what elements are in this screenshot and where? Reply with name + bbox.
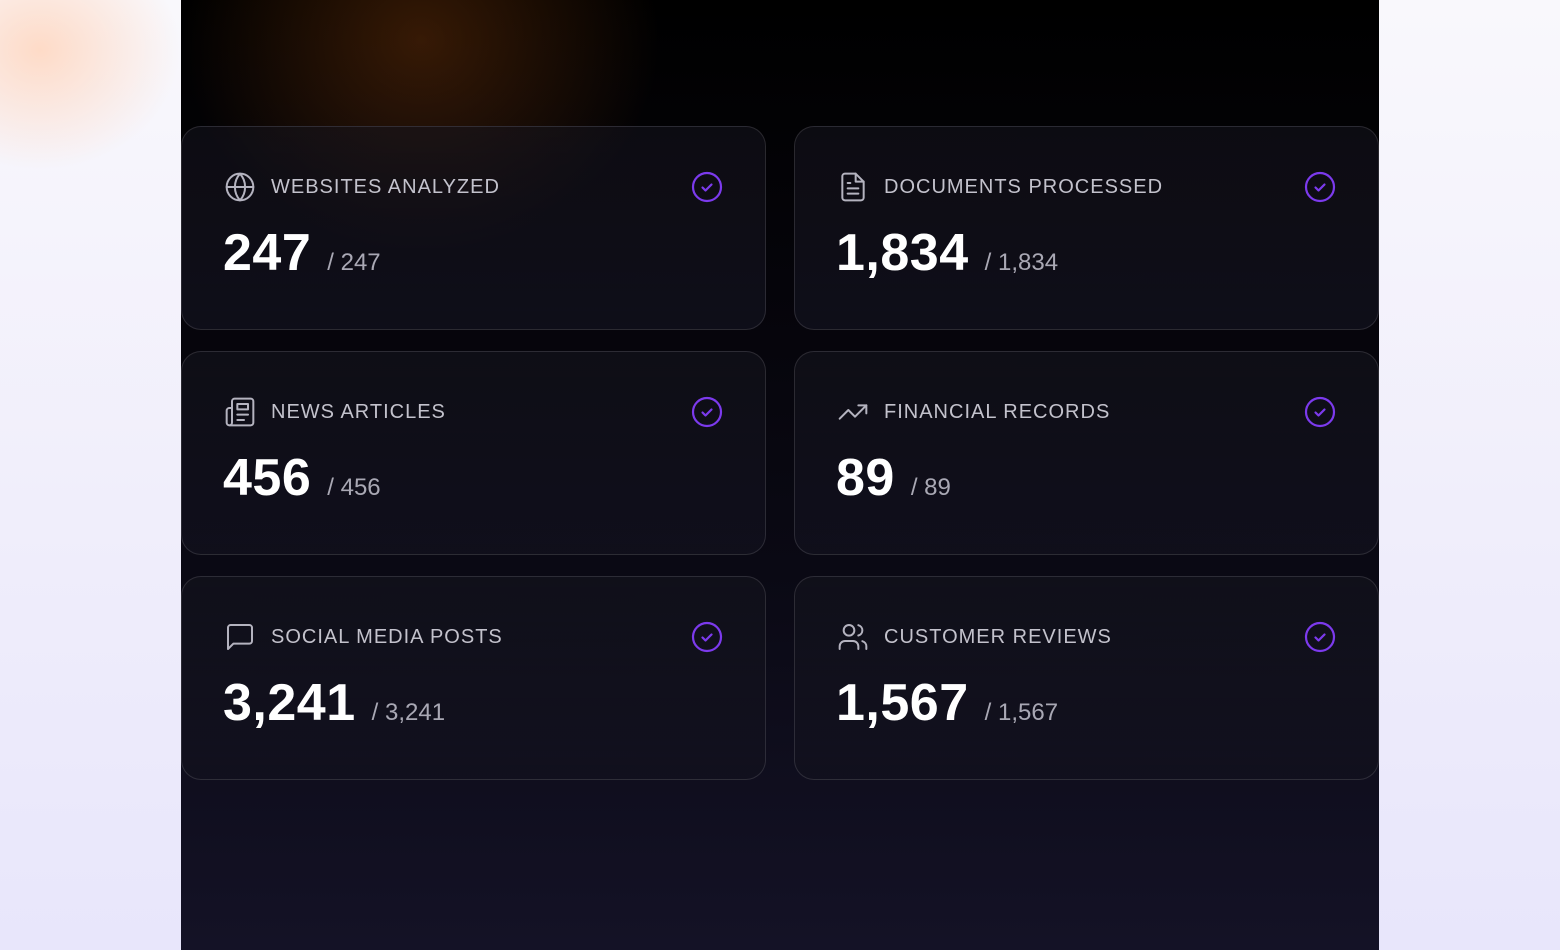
trending-up-icon bbox=[837, 396, 869, 428]
check-circle-icon bbox=[691, 396, 723, 428]
globe-icon bbox=[224, 171, 256, 203]
processed-count: 89 bbox=[836, 449, 895, 507]
documents-processed-card: DOCUMENTS PROCESSED 1,834 / 1,834 bbox=[794, 126, 1379, 330]
total-count: / 456 bbox=[327, 474, 381, 501]
chat-bubble-icon bbox=[224, 621, 256, 653]
processed-count: 1,567 bbox=[836, 674, 969, 732]
card-label: CUSTOMER REVIEWS bbox=[884, 626, 1112, 648]
processed-count: 247 bbox=[223, 224, 312, 282]
websites-analyzed-card: WEBSITES ANALYZED 247 / 247 bbox=[181, 126, 766, 330]
total-count: / 89 bbox=[910, 474, 951, 501]
newspaper-icon bbox=[224, 396, 256, 428]
social-media-posts-card: SOCIAL MEDIA POSTS 3,241 / 3,241 bbox=[181, 576, 766, 780]
processed-count: 456 bbox=[223, 449, 312, 507]
card-label: FINANCIAL RECORDS bbox=[884, 401, 1111, 423]
check-circle-icon bbox=[1304, 171, 1336, 203]
check-circle-icon bbox=[691, 621, 723, 653]
total-count: / 247 bbox=[327, 249, 381, 276]
total-count: / 1,834 bbox=[984, 249, 1059, 276]
card-label: DOCUMENTS PROCESSED bbox=[884, 176, 1164, 198]
card-value-row: 247 / 247 bbox=[223, 223, 381, 283]
news-articles-card: NEWS ARTICLES 456 / 456 bbox=[181, 351, 766, 555]
total-count: / 1,567 bbox=[984, 699, 1059, 726]
customer-reviews-card: CUSTOMER REVIEWS 1,567 / 1,567 bbox=[794, 576, 1379, 780]
processed-count: 3,241 bbox=[223, 674, 356, 732]
card-label: NEWS ARTICLES bbox=[271, 401, 446, 423]
data-sources-panel: WEBSITES ANALYZED 247 / 247 DOCUMENTS PR… bbox=[181, 0, 1379, 950]
users-icon bbox=[837, 621, 869, 653]
card-value-row: 3,241 / 3,241 bbox=[223, 673, 445, 733]
check-circle-icon bbox=[691, 171, 723, 203]
card-label: SOCIAL MEDIA POSTS bbox=[271, 626, 503, 648]
document-icon bbox=[837, 171, 869, 203]
card-value-row: 89 / 89 bbox=[836, 448, 951, 508]
card-value-row: 1,834 / 1,834 bbox=[836, 223, 1058, 283]
financial-records-card: FINANCIAL RECORDS 89 / 89 bbox=[794, 351, 1379, 555]
card-label: WEBSITES ANALYZED bbox=[271, 176, 500, 198]
card-value-row: 456 / 456 bbox=[223, 448, 381, 508]
check-circle-icon bbox=[1304, 621, 1336, 653]
total-count: / 3,241 bbox=[371, 699, 446, 726]
check-circle-icon bbox=[1304, 396, 1336, 428]
processed-count: 1,834 bbox=[836, 224, 969, 282]
card-value-row: 1,567 / 1,567 bbox=[836, 673, 1058, 733]
